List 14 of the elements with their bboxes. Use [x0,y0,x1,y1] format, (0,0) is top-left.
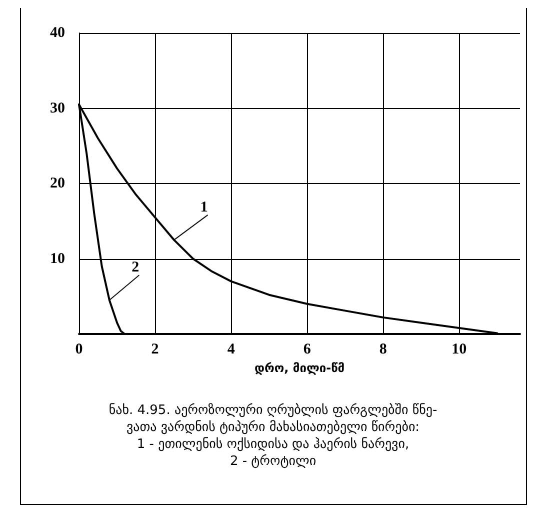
y-tick-label: 30 [50,100,65,116]
x-tick-label: 10 [452,342,467,358]
x-axis-title: დრო, მილი-წმ [254,361,345,375]
y-tick-label: 20 [50,176,65,192]
text: ნახ. 4.95. აეროზოლური ღრუბლის ფარგლებში წნე- ვათა ვარდნის ტიპური მახასიათებელი წირები: 1 - ეთილენის ოქსიდისა და ჰაერის ნარევი, 2 - ტროტილი [108,403,438,469]
x-tick-label: 6 [303,342,312,358]
x-tick-label: 0 [75,342,83,358]
y-tick-label: 40 [50,25,65,41]
series-label: 2 [132,260,140,276]
x-tick-label: 4 [227,342,236,358]
text: 1 [200,199,208,216]
x-tick-label: 2 [151,342,159,358]
y-tick-label: 10 [50,250,65,267]
x-tick-label: 8 [379,342,387,358]
